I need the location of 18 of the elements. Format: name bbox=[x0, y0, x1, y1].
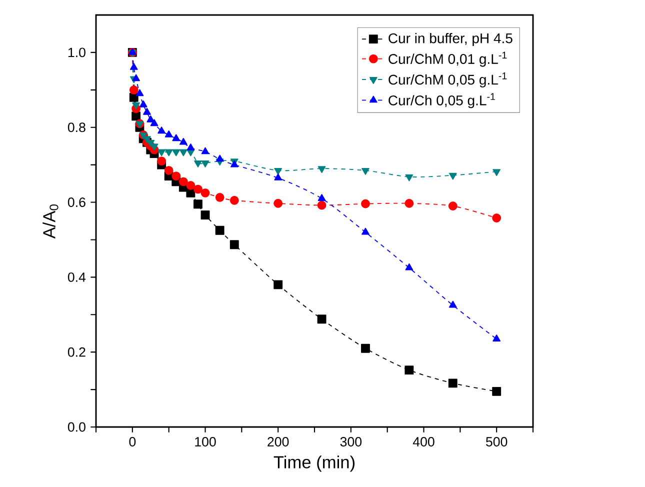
y-tick-label: 0.4 bbox=[68, 272, 86, 282]
x-tick-label: 100 bbox=[195, 437, 216, 446]
legend-label: Cur/ChM 0,01 g.L$^{-1}$ bbox=[388, 52, 507, 67]
legend-label: Cur/ChM 0,05 g.L$^{-1}$ bbox=[388, 72, 507, 88]
legend-label: Cur/Ch 0,05 g.L$^{-1}$ bbox=[388, 93, 495, 108]
x-tick-label: 200 bbox=[268, 437, 289, 446]
x-tick-label: 500 bbox=[486, 437, 508, 446]
x-tick-label: 400 bbox=[412, 437, 434, 446]
y-tick-label: 0.6 bbox=[68, 198, 86, 207]
x-axis-title: Time (min) bbox=[274, 456, 354, 472]
y-tick-label: 0.2 bbox=[68, 347, 86, 357]
y-tick-label: 0.8 bbox=[68, 122, 86, 132]
legend-label: Cur in buffer, pH 4.5 bbox=[388, 32, 512, 46]
y-tick-label: 0.0 bbox=[68, 422, 86, 432]
y-axis-title: A/A$_{0}$ bbox=[42, 204, 58, 239]
x-tick-label: 0 bbox=[129, 437, 136, 446]
x-tick-label: 300 bbox=[340, 437, 362, 446]
y-tick-label: 1.0 bbox=[68, 48, 86, 58]
